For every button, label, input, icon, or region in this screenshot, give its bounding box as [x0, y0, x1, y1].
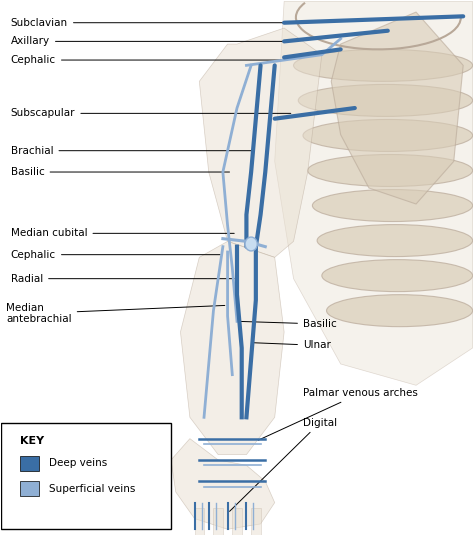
Text: Deep veins: Deep veins	[48, 458, 107, 468]
Ellipse shape	[317, 225, 473, 257]
Polygon shape	[171, 438, 275, 529]
Ellipse shape	[293, 49, 473, 81]
Text: Brachial: Brachial	[11, 146, 253, 155]
Ellipse shape	[312, 190, 473, 221]
Text: Basilic: Basilic	[240, 319, 337, 329]
Polygon shape	[275, 2, 473, 385]
Polygon shape	[195, 508, 204, 536]
Text: Median cubital: Median cubital	[11, 228, 234, 239]
Ellipse shape	[308, 154, 473, 187]
Text: Superficial veins: Superficial veins	[48, 484, 135, 494]
Text: Basilic: Basilic	[11, 167, 229, 177]
Polygon shape	[331, 12, 463, 204]
Circle shape	[245, 237, 257, 251]
Text: Palmar venous arches: Palmar venous arches	[258, 388, 418, 440]
Ellipse shape	[327, 295, 473, 326]
Text: Cephalic: Cephalic	[11, 55, 282, 65]
Ellipse shape	[322, 259, 473, 292]
Text: Subclavian: Subclavian	[11, 18, 291, 28]
Text: KEY: KEY	[20, 436, 45, 446]
FancyBboxPatch shape	[1, 422, 171, 529]
Polygon shape	[199, 28, 322, 257]
Text: Digital: Digital	[229, 418, 337, 511]
Polygon shape	[213, 508, 223, 536]
Text: Median
antebrachial: Median antebrachial	[6, 302, 225, 324]
FancyBboxPatch shape	[20, 481, 39, 496]
Text: Ulnar: Ulnar	[254, 340, 331, 351]
Text: Axillary: Axillary	[11, 36, 291, 47]
FancyBboxPatch shape	[20, 456, 39, 471]
Text: Cephalic: Cephalic	[11, 250, 220, 259]
Ellipse shape	[298, 84, 473, 116]
Text: Subscapular: Subscapular	[11, 108, 291, 118]
Text: Radial: Radial	[11, 274, 234, 284]
Ellipse shape	[303, 120, 473, 152]
Polygon shape	[251, 508, 261, 536]
Polygon shape	[181, 241, 284, 455]
Polygon shape	[232, 508, 242, 536]
